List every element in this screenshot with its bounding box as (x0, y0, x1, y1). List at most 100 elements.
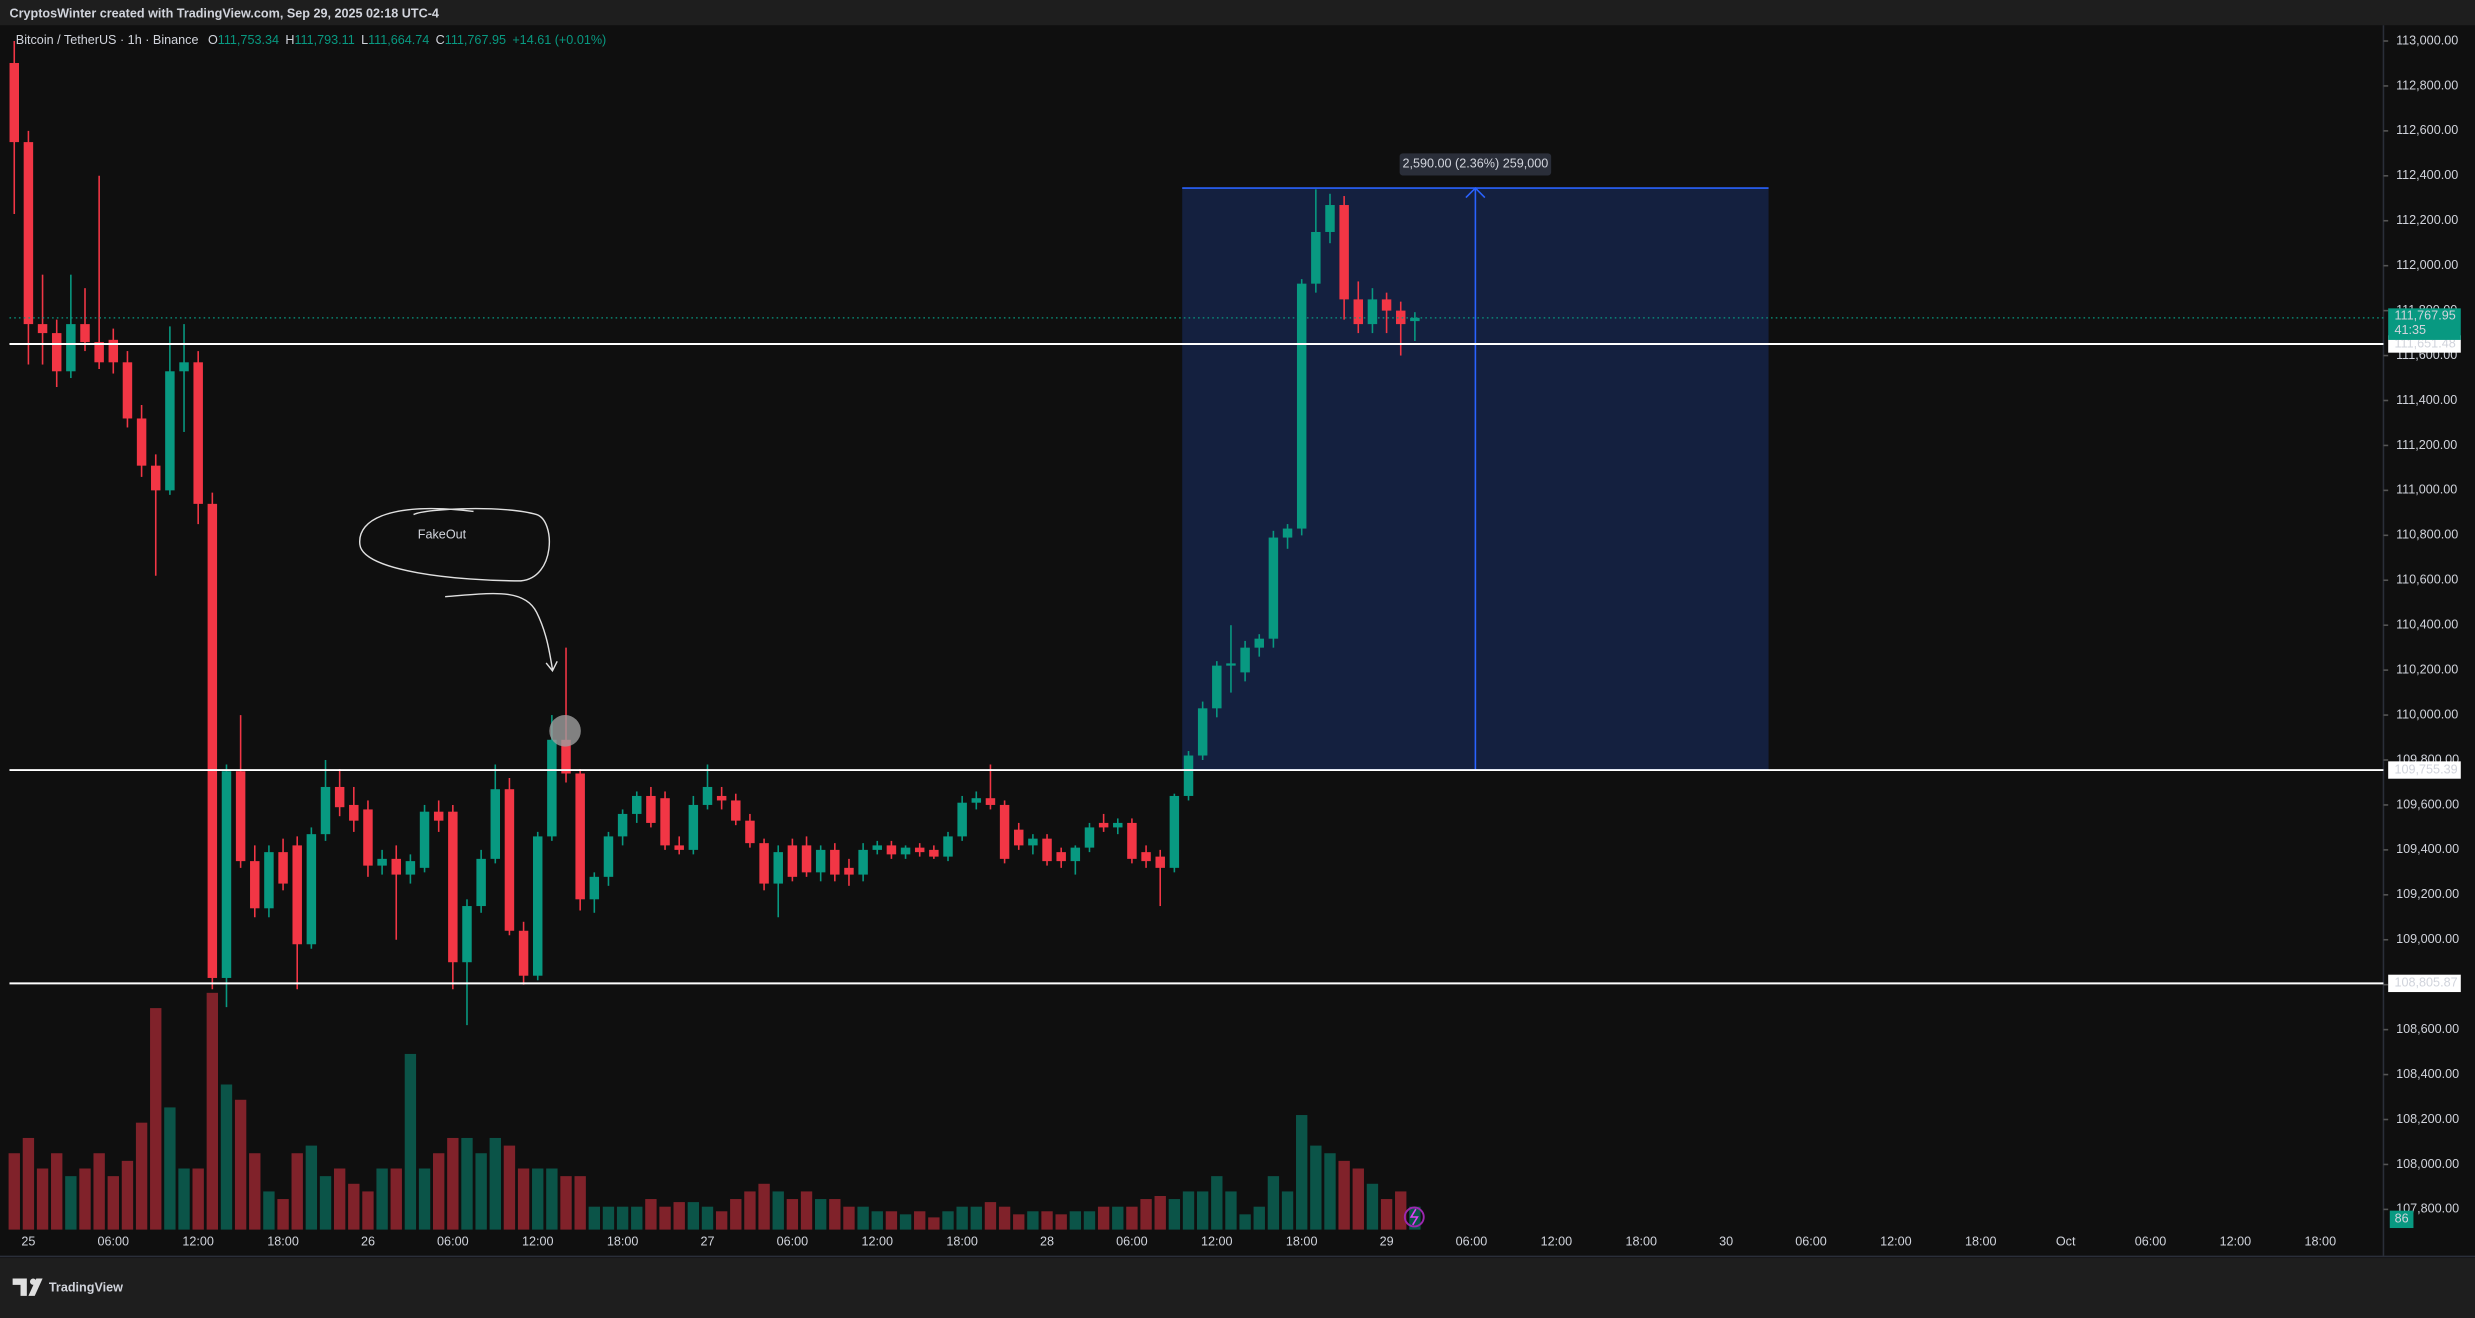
volume-bar (1253, 1206, 1265, 1230)
candle-body (419, 811, 430, 868)
volume-bar (645, 1199, 657, 1230)
volume-bar (362, 1191, 374, 1230)
x-tick-label: 18:00 (1625, 1235, 1657, 1249)
y-tick-label: 110,200.00 (2396, 662, 2458, 676)
volume-bar (305, 1145, 318, 1230)
volume-bar (1041, 1211, 1053, 1230)
candle-body (9, 63, 20, 143)
candle-body (1014, 829, 1024, 846)
volume-bar (192, 1168, 204, 1230)
candle-body (886, 845, 897, 855)
volume-bar (928, 1217, 940, 1230)
candle-body (1367, 299, 1378, 325)
volume-bar (899, 1214, 912, 1230)
candle-body (801, 845, 812, 873)
volume-bar (79, 1168, 91, 1230)
candle-body (1240, 647, 1250, 673)
volume-badge: 86 (2395, 1212, 2409, 1226)
candle-body (179, 362, 189, 372)
candle-body (929, 849, 939, 857)
x-tick-label: 12:00 (1880, 1235, 1912, 1249)
x-tick-label: 12:00 (1541, 1235, 1573, 1249)
x-tick-label: 26 (361, 1235, 375, 1249)
y-tick-label: 112,000.00 (2396, 258, 2458, 272)
volume-bar (631, 1206, 643, 1230)
x-tick-label: 12:00 (182, 1235, 214, 1249)
candle-body (745, 820, 755, 844)
volume-bar (588, 1206, 600, 1230)
ohlc-value: 111,753.34 (218, 33, 279, 47)
y-tick-label: 110,400.00 (2396, 618, 2458, 632)
y-tick-label: 112,400.00 (2396, 168, 2458, 182)
candle-body (1028, 838, 1038, 846)
volume-bar (447, 1137, 459, 1230)
symbol: Bitcoin / TetherUS · 1h · Binance (16, 33, 199, 47)
volume-bar (234, 1099, 247, 1230)
candle-body (603, 836, 614, 877)
x-tick-label: 12:00 (2220, 1235, 2252, 1249)
candle-body (759, 843, 769, 884)
x-tick-label: 28 (1040, 1235, 1054, 1249)
candle-body (518, 930, 529, 976)
candle-body (122, 362, 133, 419)
x-tick-label: 18:00 (946, 1235, 978, 1249)
y-tick-label: 110,800.00 (2396, 528, 2458, 542)
candle-body (51, 333, 62, 372)
candle-body (1212, 665, 1222, 709)
volume-bar (730, 1199, 742, 1230)
volume-bar (1338, 1160, 1350, 1230)
volume-bar (8, 1153, 20, 1230)
x-tick-label: 06:00 (777, 1235, 809, 1249)
candle-body (1155, 856, 1165, 868)
volume-bar (871, 1211, 883, 1230)
candle-body (532, 836, 543, 976)
x-tick-label: 27 (700, 1235, 714, 1249)
candle-body (108, 339, 119, 363)
y-tick-label: 109,200.00 (2396, 887, 2459, 901)
credit-bar (0, 0, 2475, 26)
candle-body (1084, 827, 1095, 848)
y-tick-label: 108,600.00 (2396, 1022, 2459, 1036)
candle-body (80, 324, 90, 343)
candle-body (547, 739, 557, 837)
candle-body (66, 324, 76, 372)
candle-body (731, 800, 741, 821)
volume-bar (390, 1168, 402, 1230)
candle-body (815, 849, 826, 873)
candle-body (632, 795, 642, 814)
candle-body (716, 795, 727, 801)
candle-body (433, 811, 444, 821)
candle-body (844, 867, 854, 875)
volume-bar (1069, 1211, 1082, 1230)
y-tick-label: 110,000.00 (2396, 707, 2458, 721)
candle-body (476, 858, 486, 907)
candle-body (1381, 299, 1392, 311)
volume-bar (1395, 1191, 1407, 1230)
volume-bar (178, 1168, 190, 1230)
candle-body (858, 849, 868, 875)
candle-body (787, 845, 798, 877)
footer-bar (0, 1258, 2475, 1318)
annotation-ellipse (359, 507, 550, 582)
volume-bar (1126, 1206, 1138, 1230)
volume-bar (1239, 1214, 1251, 1230)
candle-body (660, 798, 670, 846)
candle-body (1254, 638, 1264, 648)
brand-logo-dot (29, 1278, 37, 1285)
candle-body (250, 861, 260, 909)
x-tick-label: 06:00 (98, 1235, 130, 1249)
candle-body (1296, 283, 1307, 529)
volume-bar (616, 1206, 629, 1230)
candle-body (985, 798, 996, 805)
candle-body (334, 786, 345, 808)
candle-body (957, 802, 967, 837)
volume-bar (206, 992, 219, 1230)
ohlc-key: H (285, 33, 294, 47)
volume-bar (475, 1153, 487, 1230)
y-tick-label: 111,200.00 (2396, 438, 2457, 452)
candle-body (278, 852, 288, 884)
volume-bar (51, 1153, 63, 1230)
candle-body (1353, 299, 1364, 325)
last-price-tag (2388, 308, 2461, 340)
annotation-arrow (445, 592, 558, 673)
